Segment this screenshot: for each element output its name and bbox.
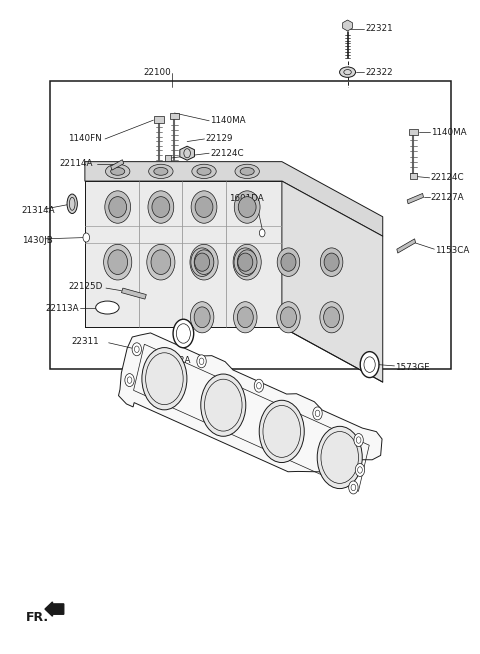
Polygon shape — [111, 160, 124, 170]
Circle shape — [259, 229, 265, 237]
Ellipse shape — [67, 194, 77, 213]
Circle shape — [317, 426, 362, 489]
Ellipse shape — [152, 197, 170, 217]
Ellipse shape — [111, 167, 125, 175]
Text: 21314A: 21314A — [22, 206, 55, 215]
Text: 22127A: 22127A — [431, 193, 464, 202]
Ellipse shape — [104, 245, 132, 280]
Text: 22113A: 22113A — [45, 304, 79, 313]
Ellipse shape — [324, 307, 339, 328]
Ellipse shape — [234, 191, 260, 223]
Ellipse shape — [277, 248, 300, 277]
Text: 1140MA: 1140MA — [210, 116, 246, 126]
Text: 22125D: 22125D — [69, 283, 103, 291]
Ellipse shape — [197, 167, 211, 175]
Text: 22129: 22129 — [205, 135, 233, 143]
Text: 1153CA: 1153CA — [435, 246, 469, 255]
Text: FR.: FR. — [26, 611, 49, 624]
Text: 22112A: 22112A — [157, 356, 191, 365]
Polygon shape — [85, 181, 282, 327]
Circle shape — [201, 374, 246, 436]
Text: 22322: 22322 — [365, 67, 393, 77]
Ellipse shape — [191, 191, 217, 223]
Ellipse shape — [151, 250, 171, 275]
Circle shape — [132, 343, 142, 356]
Circle shape — [254, 379, 264, 392]
Ellipse shape — [191, 248, 214, 277]
Ellipse shape — [154, 167, 168, 175]
Ellipse shape — [320, 301, 343, 333]
Ellipse shape — [320, 248, 343, 277]
Text: 22114A: 22114A — [59, 159, 93, 168]
Polygon shape — [407, 194, 423, 204]
Ellipse shape — [194, 250, 214, 275]
Bar — [50, 80, 451, 369]
Circle shape — [197, 355, 206, 368]
Polygon shape — [397, 239, 416, 253]
Ellipse shape — [108, 250, 128, 275]
Ellipse shape — [234, 248, 256, 277]
Bar — [410, 173, 417, 179]
Ellipse shape — [339, 67, 356, 77]
Ellipse shape — [109, 197, 127, 217]
Circle shape — [173, 319, 194, 348]
Ellipse shape — [194, 307, 210, 328]
Bar — [408, 129, 418, 135]
Polygon shape — [282, 181, 383, 382]
Text: 1140MA: 1140MA — [431, 128, 466, 137]
Bar — [154, 116, 164, 123]
Text: 22311: 22311 — [71, 337, 99, 346]
Text: 1140FN: 1140FN — [69, 135, 102, 143]
Ellipse shape — [194, 253, 210, 271]
Ellipse shape — [96, 301, 119, 314]
Circle shape — [355, 464, 365, 477]
Polygon shape — [85, 162, 383, 236]
Text: 22124C: 22124C — [210, 148, 244, 158]
Ellipse shape — [233, 245, 261, 280]
Ellipse shape — [190, 245, 218, 280]
Ellipse shape — [277, 301, 300, 333]
Text: 1573GE: 1573GE — [396, 363, 430, 371]
Ellipse shape — [237, 250, 257, 275]
Circle shape — [348, 481, 358, 494]
Ellipse shape — [105, 191, 131, 223]
Bar — [170, 113, 179, 120]
Circle shape — [360, 352, 379, 377]
Ellipse shape — [106, 164, 130, 179]
Ellipse shape — [237, 307, 253, 328]
Ellipse shape — [238, 197, 256, 217]
Text: 22321: 22321 — [365, 24, 393, 33]
Ellipse shape — [280, 307, 297, 328]
Polygon shape — [121, 288, 146, 299]
Ellipse shape — [324, 253, 339, 271]
Ellipse shape — [148, 191, 174, 223]
Text: 1430JB: 1430JB — [22, 235, 52, 245]
Circle shape — [83, 233, 90, 242]
Circle shape — [313, 407, 322, 420]
Ellipse shape — [240, 167, 254, 175]
Circle shape — [125, 373, 134, 387]
Ellipse shape — [192, 164, 216, 179]
Ellipse shape — [147, 245, 175, 280]
FancyArrow shape — [45, 602, 64, 616]
Circle shape — [259, 400, 304, 462]
Ellipse shape — [149, 164, 173, 179]
Polygon shape — [343, 20, 352, 31]
Circle shape — [142, 347, 187, 410]
Polygon shape — [180, 146, 194, 160]
Text: 22124C: 22124C — [431, 173, 464, 182]
Ellipse shape — [281, 253, 296, 271]
Text: 22100: 22100 — [144, 67, 171, 77]
Circle shape — [354, 434, 363, 447]
Ellipse shape — [238, 253, 253, 271]
Polygon shape — [119, 333, 382, 472]
Ellipse shape — [191, 301, 214, 333]
Ellipse shape — [235, 164, 259, 179]
Bar — [165, 155, 171, 161]
Ellipse shape — [234, 301, 257, 333]
Text: 1601DA: 1601DA — [229, 194, 264, 203]
Ellipse shape — [195, 197, 213, 217]
